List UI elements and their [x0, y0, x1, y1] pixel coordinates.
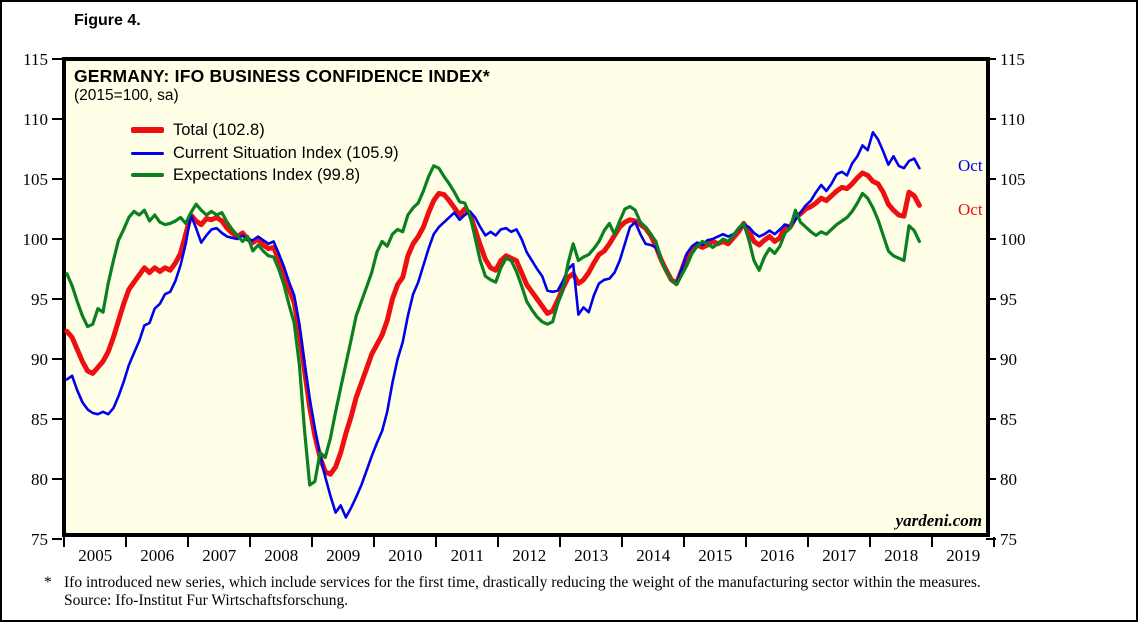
x-tick-12: [807, 537, 810, 547]
x-tick-4: [311, 537, 314, 547]
line-chart: [64, 130, 922, 519]
y-tick-left-80: [52, 478, 62, 480]
y-axis-label-left-75: 75: [31, 530, 48, 549]
expectations-line-swatch: [131, 173, 164, 177]
x-axis-year-label-2018: 2018: [884, 546, 919, 565]
y-axis-label-left-110: 110: [23, 110, 48, 129]
y-tick-left-95: [52, 298, 62, 300]
total-last-point-label: Oct: [958, 200, 983, 219]
x-axis-year-label-2007: 2007: [202, 546, 237, 565]
total-line-swatch: [131, 127, 164, 133]
y-tick-right-80: [986, 478, 996, 480]
y-tick-left-85: [52, 418, 62, 420]
y-axis-label-left-90: 90: [31, 350, 48, 369]
y-tick-right-110: [986, 118, 996, 120]
x-axis-year-label-2012: 2012: [512, 546, 547, 565]
y-tick-right-85: [986, 418, 996, 420]
x-tick-10: [683, 537, 686, 547]
y-tick-right-75: [986, 538, 996, 540]
legend-item-current-situation: Current Situation Index (105.9): [131, 143, 399, 163]
legend-item-total: Total (102.8): [131, 120, 265, 140]
footnote-marker: *: [44, 574, 52, 591]
footnote-line1: Ifo introduced new series, which include…: [64, 574, 981, 591]
figure-label: Figure 4.: [74, 12, 141, 29]
x-tick-7: [497, 537, 500, 547]
y-axis-label-right-85: 85: [1000, 410, 1017, 429]
y-axis-label-right-95: 95: [1000, 290, 1017, 309]
x-tick-5: [373, 537, 376, 547]
x-tick-11: [745, 537, 748, 547]
x-tick-15: [993, 537, 996, 547]
x-tick-6: [435, 537, 438, 547]
chart-subtitle: (2015=100, sa): [74, 87, 179, 104]
x-axis-year-label-2005: 2005: [78, 546, 113, 565]
x-axis-year-label-2015: 2015: [698, 546, 733, 565]
series-line-current: [65, 130, 921, 519]
y-tick-right-115: [986, 58, 996, 60]
y-axis-label-left-105: 105: [22, 170, 49, 189]
x-axis-year-label-2009: 2009: [326, 546, 361, 565]
y-axis-label-right-80: 80: [1000, 470, 1017, 489]
y-axis-label-left-115: 115: [23, 50, 48, 69]
series-line-total: [64, 170, 922, 477]
current-situation-line-swatch: [131, 151, 164, 155]
x-tick-2: [187, 537, 190, 547]
series-line-expectations: [65, 164, 922, 487]
legend-label-total: Total (102.8): [173, 120, 265, 139]
x-axis-year-label-2016: 2016: [760, 546, 795, 565]
y-tick-right-105: [986, 178, 996, 180]
x-axis-year-label-2019: 2019: [946, 546, 981, 565]
legend-label-expectations: Expectations Index (99.8): [173, 165, 361, 184]
y-axis-label-right-105: 105: [1000, 170, 1026, 189]
x-tick-8: [559, 537, 562, 547]
current-situation-last-point-label: Oct: [958, 156, 983, 175]
y-tick-left-110: [52, 118, 62, 120]
footnote-line2: Source: Ifo-Institut Fur Wirtschaftsfors…: [64, 592, 349, 609]
x-axis-year-label-2014: 2014: [636, 546, 671, 565]
y-tick-right-90: [986, 358, 996, 360]
footnote: * Ifo introduced new series, which inclu…: [44, 574, 981, 610]
y-axis-label-left-80: 80: [31, 470, 48, 489]
y-tick-left-90: [52, 358, 62, 360]
x-axis-year-label-2006: 2006: [140, 546, 175, 565]
y-axis-label-right-90: 90: [1000, 350, 1017, 369]
y-axis-label-left-95: 95: [31, 290, 48, 309]
x-tick-13: [869, 537, 872, 547]
x-tick-0: [63, 537, 66, 547]
y-tick-left-75: [52, 538, 62, 540]
y-tick-right-95: [986, 298, 996, 300]
x-axis-year-label-2013: 2013: [574, 546, 609, 565]
x-tick-14: [931, 537, 934, 547]
x-axis-year-label-2017: 2017: [822, 546, 857, 565]
yardeni-watermark: yardeni.com: [895, 511, 982, 530]
y-axis-label-right-115: 115: [1000, 50, 1025, 69]
y-axis-label-left-100: 100: [22, 230, 49, 249]
x-tick-3: [249, 537, 252, 547]
chart-title: GERMANY: IFO BUSINESS CONFIDENCE INDEX*: [74, 66, 490, 86]
y-axis-label-left-85: 85: [31, 410, 48, 429]
y-tick-right-100: [986, 238, 996, 240]
x-axis-year-label-2010: 2010: [388, 546, 423, 565]
y-axis-label-right-100: 100: [1000, 230, 1026, 249]
y-tick-left-100: [52, 238, 62, 240]
y-axis-label-right-75: 75: [1000, 530, 1017, 549]
legend-label-current-situation: Current Situation Index (105.9): [173, 143, 399, 162]
x-axis-year-label-2008: 2008: [264, 546, 299, 565]
x-axis-year-label-2011: 2011: [450, 546, 484, 565]
y-axis-label-right-110: 110: [1000, 110, 1025, 129]
y-tick-left-105: [52, 178, 62, 180]
x-tick-9: [621, 537, 624, 547]
legend-item-expectations: Expectations Index (99.8): [131, 165, 360, 185]
y-tick-left-115: [52, 58, 62, 60]
x-tick-1: [125, 537, 128, 547]
